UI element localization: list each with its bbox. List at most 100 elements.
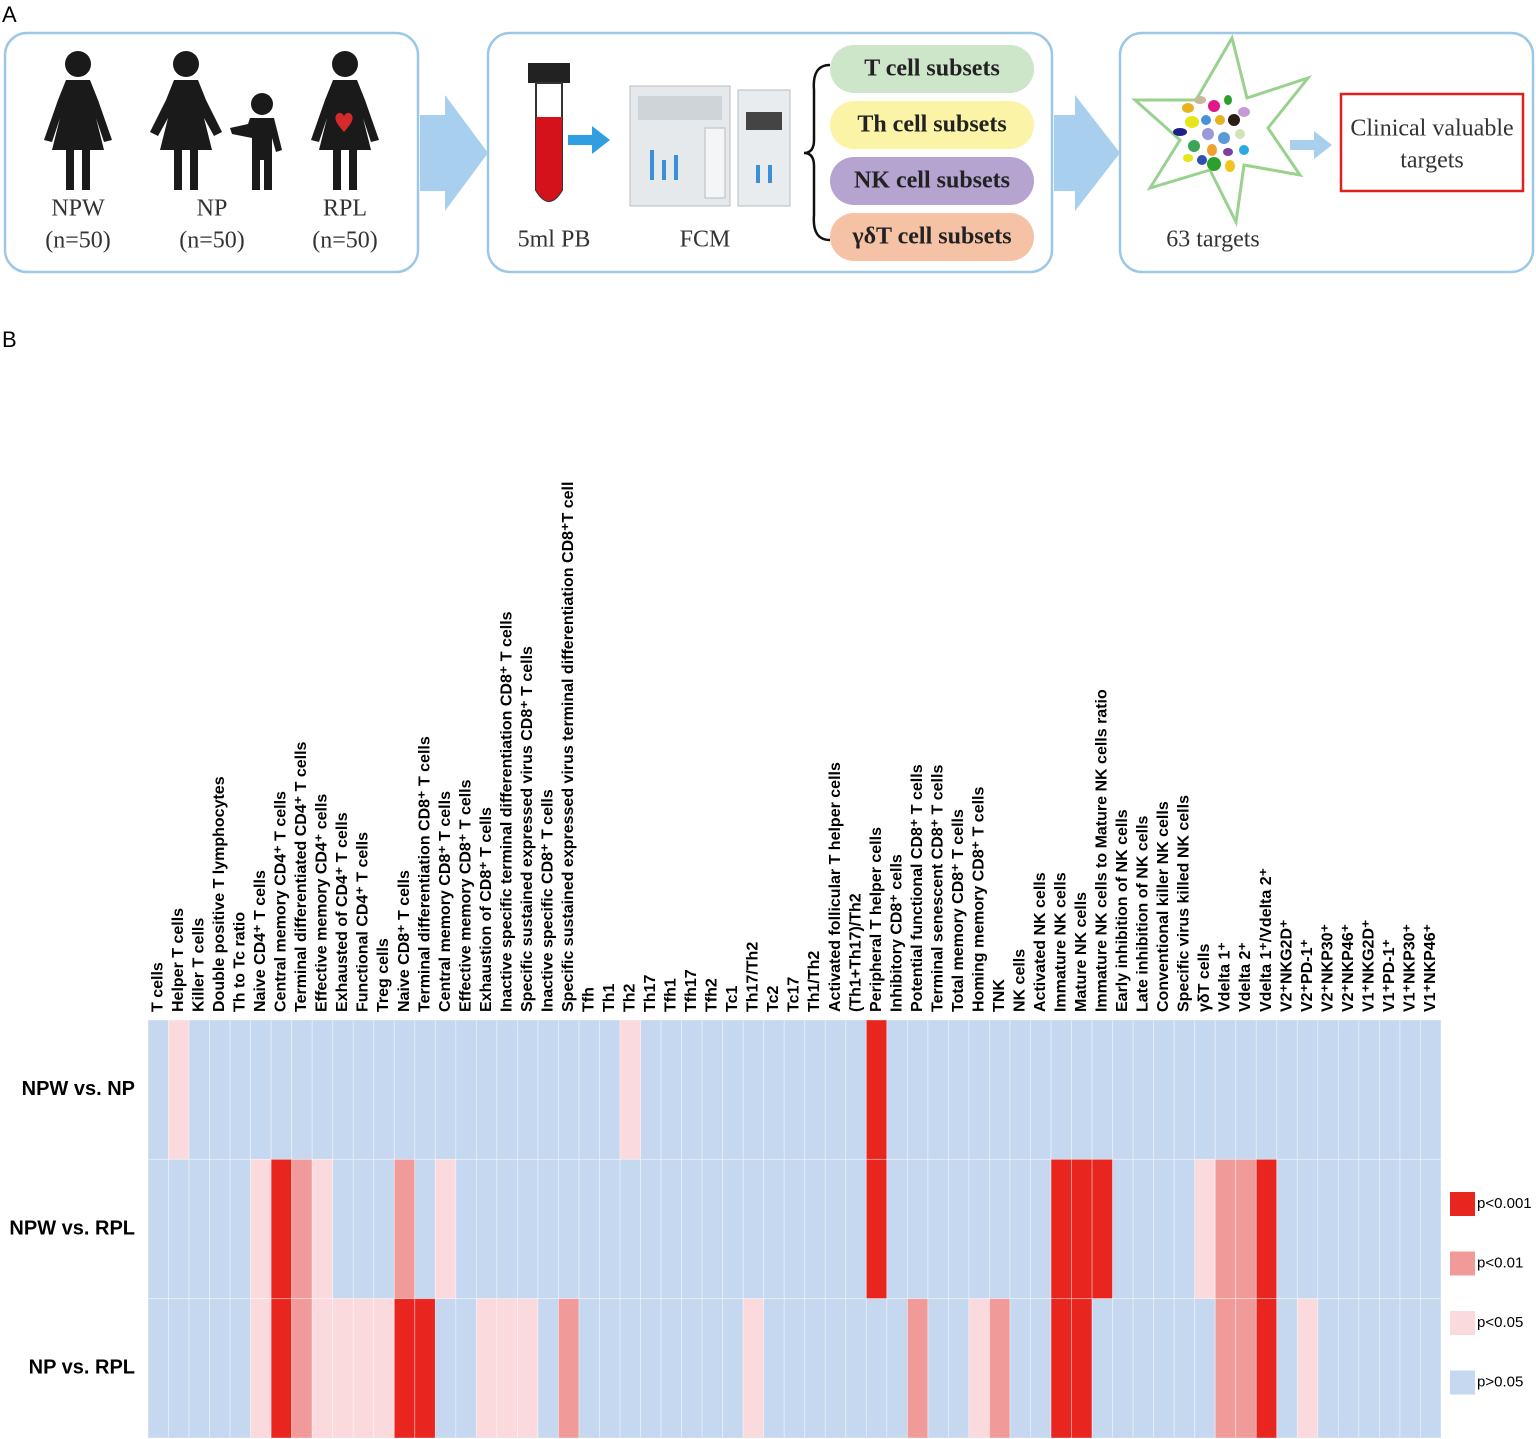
heat-cell [1255,1019,1278,1160]
heat-cell [824,1019,847,1160]
heat-cell [414,1019,436,1160]
heat-cell [1153,1019,1175,1160]
column-label: Terminal senescent CD8⁺ T cells [929,765,946,1012]
column-label: Treg cells [375,938,392,1012]
heat-cell [1235,1019,1257,1160]
column-label: Activated follicular T helper cells [827,762,844,1012]
column-label: Vdelta 1⁺ [1217,942,1234,1012]
heat-cell [619,1019,641,1160]
column-label: Specific virus killed NK cells [1176,795,1193,1012]
heat-cell [517,1298,539,1439]
heat-cell [599,1158,621,1300]
heat-cell [783,1298,806,1439]
column-label: Th1 [601,983,618,1012]
heat-cell [1399,1019,1421,1160]
heat-cell [1296,1019,1319,1160]
heat-cell [783,1019,806,1160]
heat-cell [989,1019,1011,1160]
heat-cell [1399,1298,1421,1439]
heat-cell [1030,1158,1052,1300]
heat-cell [722,1298,744,1439]
heat-cell [927,1019,949,1160]
heat-cell [1112,1019,1134,1160]
heat-cell [1358,1019,1380,1160]
heat-cell [311,1298,334,1439]
column-label: Effective memory CD4⁺ cells [314,794,331,1012]
heat-cell [332,1158,354,1300]
group-name: RPL [323,196,367,222]
column-label: Terminal differentiation CD8⁺ T cells [416,736,433,1012]
heat-cell [393,1158,416,1300]
heat-cell [701,1019,724,1160]
subset-label: Th cell subsets [857,112,1006,138]
heat-cell [434,1019,457,1160]
column-label: Inactive specific CD8⁺ T cells [539,789,556,1012]
heat-cell [1358,1158,1380,1300]
column-label: Naive CD8⁺ T cells [396,870,413,1012]
column-label: Tfh [580,987,597,1012]
heat-cell [1214,1298,1237,1439]
column-label: Inhibitory CD8⁺ cells [888,854,905,1012]
column-label: TNK [991,979,1008,1012]
heat-cell [1050,1298,1072,1439]
heat-cell [352,1158,375,1300]
heat-cell [845,1298,867,1439]
subset-pill [830,45,1034,93]
heat-cell [332,1298,354,1439]
heat-cell [414,1158,436,1300]
column-label: Tfh1 [663,978,680,1012]
heat-cell [229,1298,252,1439]
column-label: Immature NK cells [1053,872,1070,1012]
heat-cell [578,1298,600,1439]
heat-cell [332,1019,354,1160]
heat-cell [742,1298,765,1439]
legend-label: p<0.001 [1477,1195,1532,1212]
group-name: NP [197,196,228,222]
heat-cell [1337,1019,1360,1160]
heat-cell [168,1158,190,1300]
heat-cell [1276,1158,1298,1300]
group-name: NPW [51,196,105,222]
heat-cell [1071,1019,1093,1160]
subset-pill [830,101,1034,149]
heat-cell [1112,1158,1134,1300]
column-label: Peripheral T helper cells [868,827,885,1012]
column-label: V2⁺PD-1⁺ [1299,939,1316,1012]
result-label: targets [1400,148,1464,174]
heat-cell [1091,1298,1114,1439]
column-label: V1⁺NKG2D⁺ [1360,920,1377,1012]
column-label: Tc1 [724,986,741,1012]
heat-cell [1379,1158,1401,1300]
heat-cell [1009,1158,1031,1300]
panel-label: B [2,327,17,352]
column-label: Central memory CD8⁺ T cells [437,791,454,1012]
cohort-box [3,31,420,274]
heat-cell [1194,1298,1216,1439]
subset-pill [830,157,1034,205]
heat-cell [804,1158,826,1300]
heat-cell [496,1298,518,1439]
instrument-label: FCM [680,227,731,253]
column-label: γδT cells [1196,943,1213,1012]
heat-cell [517,1158,539,1300]
heat-cell [742,1019,765,1160]
heat-cell [1050,1158,1072,1300]
heat-cell [1030,1019,1052,1160]
column-label: Helper T cells [170,908,187,1012]
heat-cell [1420,1019,1442,1160]
row-label: NPW vs. RPL [9,1217,135,1239]
heat-cell [455,1298,477,1439]
heat-cell [1337,1298,1360,1439]
heat-cell [1112,1298,1134,1439]
heat-cell [701,1298,724,1439]
heat-cell [1276,1019,1298,1160]
heat-cell [1420,1298,1442,1439]
heat-cell [886,1019,908,1160]
column-label: Early inhibition of NK cells [1114,809,1131,1012]
heat-cell [804,1019,826,1160]
column-label: Exhausted of CD4⁺ T cells [334,812,351,1012]
column-label: Vdelta 1⁺/Vdelta 2⁺ [1258,868,1275,1012]
heat-cell [455,1158,477,1300]
column-label: Potential functional CD8⁺ T cells [909,764,926,1012]
